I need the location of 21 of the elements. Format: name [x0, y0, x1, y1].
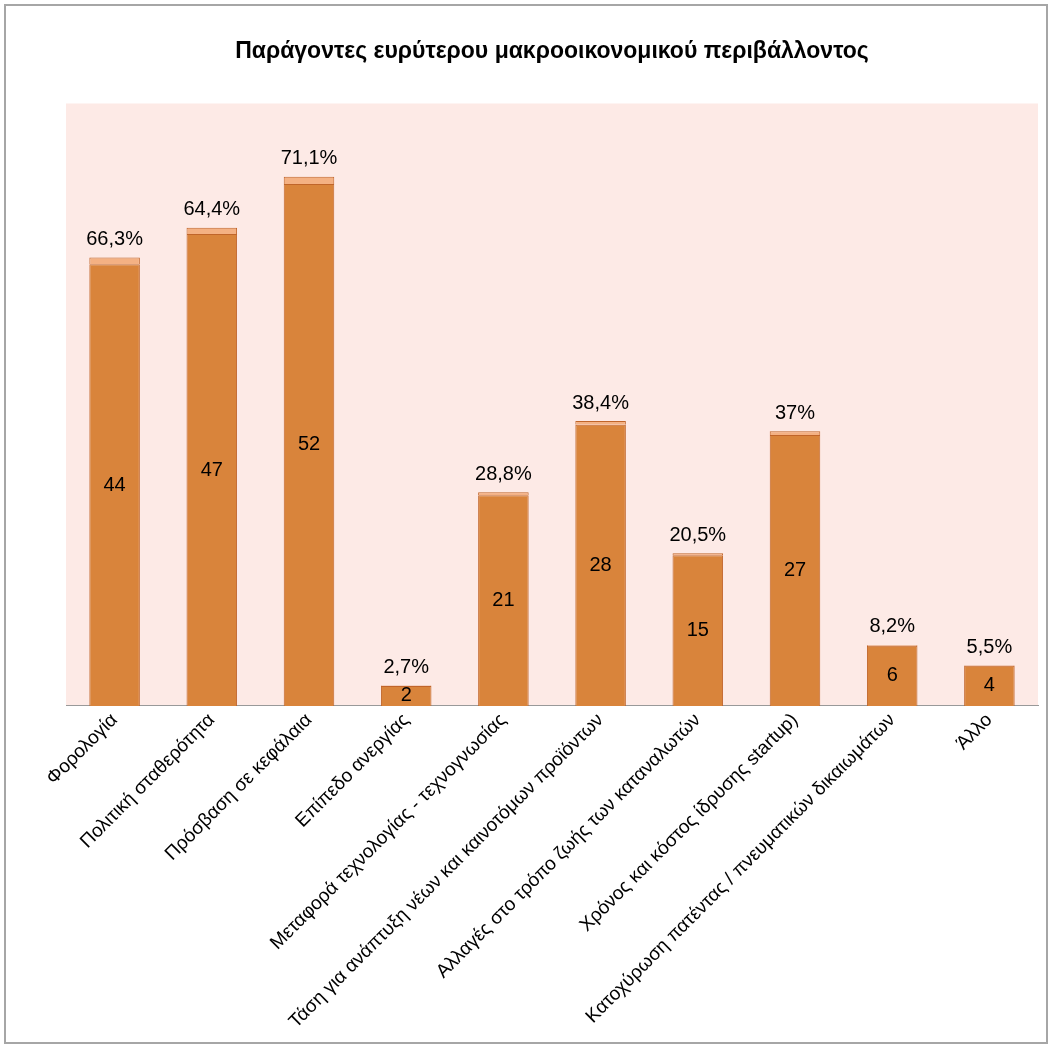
data-label: 15: [686, 618, 709, 641]
data-label: 28: [589, 552, 612, 575]
data-label: 27: [783, 557, 807, 580]
data-label: 2: [400, 683, 412, 706]
data-label: 37%: [774, 400, 816, 423]
data-label: 38,4%: [572, 390, 630, 413]
data-label: 64,4%: [183, 197, 241, 220]
data-label: 20,5%: [669, 522, 727, 545]
data-label: 47: [200, 457, 223, 480]
data-label: 8,2%: [869, 614, 916, 637]
data-label: 6: [886, 663, 898, 686]
chart-title: Παράγοντες ευρύτερου μακροοικονομικού περιβάλλοντος: [235, 37, 869, 64]
data-label: 4: [983, 673, 995, 696]
data-label: 21: [492, 588, 515, 611]
data-label: 5,5%: [966, 634, 1013, 657]
data-label: 2,7%: [383, 655, 430, 678]
data-label: 52: [297, 432, 321, 455]
data-label: 71,1%: [280, 146, 338, 169]
data-label: 66,3%: [86, 227, 144, 250]
data-label: 28,8%: [475, 461, 532, 484]
data-label: 44: [103, 472, 126, 495]
